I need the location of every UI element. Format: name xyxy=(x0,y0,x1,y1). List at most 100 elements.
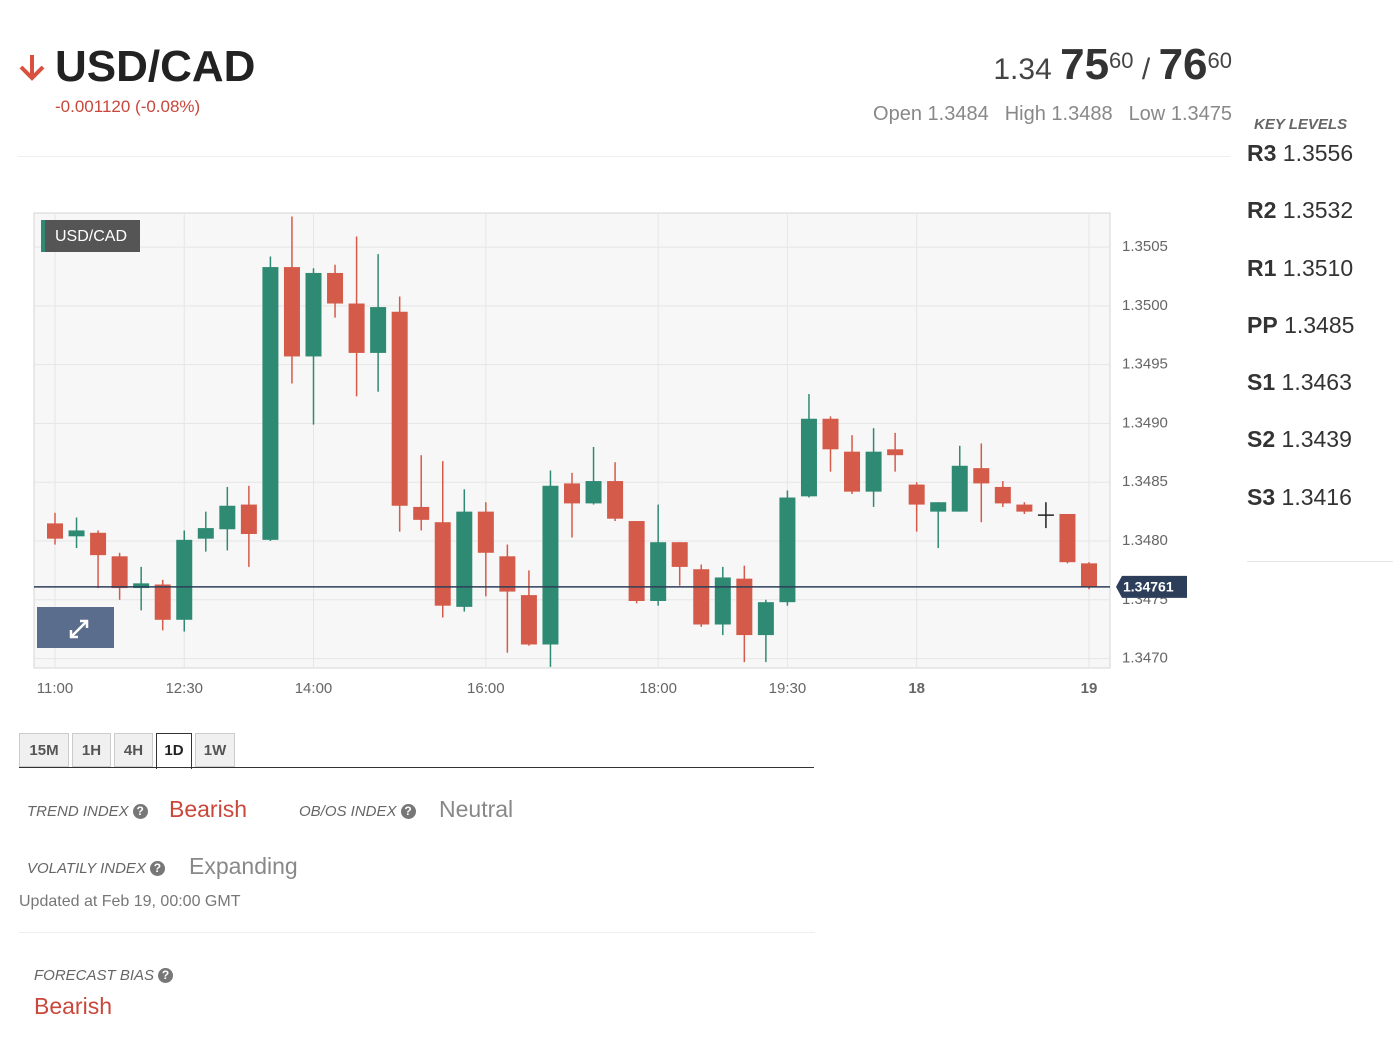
last-price-label: 1.34761 xyxy=(1123,579,1174,595)
divider xyxy=(18,156,1230,157)
candle-body xyxy=(607,481,624,519)
candle-body xyxy=(111,556,128,589)
candle-body xyxy=(520,595,537,645)
separator: / xyxy=(1141,53,1151,86)
x-tick-label: 19 xyxy=(1081,680,1098,697)
index-value: Neutral xyxy=(439,796,514,822)
candle-body xyxy=(930,502,947,512)
candle-body xyxy=(844,451,861,492)
key-level: S3 1.3416 xyxy=(1247,484,1354,541)
candle-body xyxy=(305,272,322,357)
candle-body xyxy=(779,497,796,603)
key-level-label: S1 xyxy=(1247,369,1276,396)
bid-pips: 75 xyxy=(1060,40,1110,89)
timeframe-tab[interactable]: 1W xyxy=(195,733,235,767)
x-tick-label: 12:30 xyxy=(165,680,203,697)
bid-big: 1.34 xyxy=(993,53,1052,86)
candle-body xyxy=(951,465,968,512)
key-level-value: 1.3463 xyxy=(1281,369,1352,396)
index-value: Expanding xyxy=(189,853,298,879)
y-tick-label: 1.3505 xyxy=(1122,238,1168,255)
candle-body xyxy=(800,418,817,497)
candle-body xyxy=(1081,563,1097,587)
expand-button[interactable] xyxy=(37,607,114,648)
candle-body xyxy=(154,584,171,620)
candle-body xyxy=(822,418,839,450)
y-tick-label: 1.3480 xyxy=(1122,532,1168,549)
index-label-text: TREND INDEX xyxy=(27,803,129,820)
stat-value: 1.3475 xyxy=(1170,103,1232,125)
x-tick-label: 19:30 xyxy=(769,680,807,697)
ask-pips: 76 xyxy=(1158,40,1208,89)
candle-body xyxy=(1016,504,1033,512)
help-icon[interactable]: ? xyxy=(400,804,416,819)
candle-body xyxy=(68,530,85,537)
key-levels-title: KEY LEVELS xyxy=(1254,116,1348,133)
key-level-label: R3 xyxy=(1247,140,1277,166)
key-level-label: S3 xyxy=(1247,483,1276,510)
index-value: Bearish xyxy=(169,796,247,822)
candle-body xyxy=(262,267,279,540)
candle-body xyxy=(908,484,925,505)
forecast-label-text: FORECAST BIAS xyxy=(34,967,155,984)
expand-icon xyxy=(69,619,89,639)
y-tick-label: 1.3470 xyxy=(1122,650,1168,667)
key-level-value: 1.3439 xyxy=(1281,426,1352,453)
candle-body xyxy=(757,602,774,636)
y-tick-label: 1.3485 xyxy=(1122,473,1168,490)
index-label: OB/OS INDEX? xyxy=(299,803,416,820)
change: -0.001120 (-0.08%) xyxy=(55,97,201,116)
key-level-value: 1.3556 xyxy=(1282,140,1354,166)
divider xyxy=(1247,561,1393,562)
candle-body xyxy=(477,511,494,553)
key-level-value: 1.3510 xyxy=(1282,254,1354,281)
divider xyxy=(19,932,815,933)
x-tick-label: 16:00 xyxy=(467,680,505,697)
stats: Open 1.3484 High 1.3488 Low 1.3475 xyxy=(857,103,1232,126)
stat: Open 1.3484 xyxy=(873,103,989,125)
y-tick-label: 1.3490 xyxy=(1122,414,1168,431)
key-level-value: 1.3532 xyxy=(1282,197,1354,224)
candle-body xyxy=(693,569,710,625)
timeframe-tab[interactable]: 4H xyxy=(114,733,153,767)
series-label-box xyxy=(41,220,140,252)
y-tick-label: 1.3495 xyxy=(1122,356,1168,373)
stat-value: 1.3488 xyxy=(1051,103,1113,125)
candle-body xyxy=(219,505,236,530)
stat-label: Low xyxy=(1128,103,1166,125)
index-label-text: VOLATILY INDEX xyxy=(27,860,146,877)
candle-body xyxy=(47,523,63,539)
down-arrow xyxy=(19,55,45,81)
candle-body xyxy=(628,521,645,601)
candle-body xyxy=(176,539,193,620)
candle-body xyxy=(973,468,990,484)
updated: Updated at Feb 19, 00:00 GMT xyxy=(19,893,241,910)
chart: 1.34701.34751.34801.34851.34901.34951.35… xyxy=(33,212,1187,697)
key-level: S2 1.3439 xyxy=(1247,426,1354,483)
key-level: R3 1.3556 xyxy=(1247,140,1354,197)
key-level: R1 1.3510 xyxy=(1247,255,1354,312)
candle-body xyxy=(240,504,257,534)
candle-body xyxy=(197,528,214,539)
stat: High 1.3488 xyxy=(1005,103,1113,125)
candle-body xyxy=(564,483,580,504)
help-icon[interactable]: ? xyxy=(149,861,165,876)
candle-body xyxy=(542,485,559,645)
help-icon[interactable]: ? xyxy=(158,968,174,983)
x-tick-label: 11:00 xyxy=(37,680,73,697)
timeframe-tab[interactable]: 1D xyxy=(156,733,192,769)
candle-body xyxy=(714,577,731,625)
candle-body xyxy=(499,556,516,592)
key-level-label: PP xyxy=(1247,311,1278,338)
timeframe-tab[interactable]: 15M xyxy=(19,733,69,767)
forecast-value: Bearish xyxy=(34,993,112,1019)
plot-area xyxy=(33,212,1111,669)
timeframe-tab[interactable]: 1H xyxy=(72,733,111,767)
candle-body xyxy=(671,542,688,567)
candle-body xyxy=(650,542,667,601)
key-level: S1 1.3463 xyxy=(1247,369,1354,426)
key-level-label: R2 xyxy=(1247,197,1277,224)
help-icon[interactable]: ? xyxy=(132,804,148,819)
candle-body xyxy=(370,307,387,353)
